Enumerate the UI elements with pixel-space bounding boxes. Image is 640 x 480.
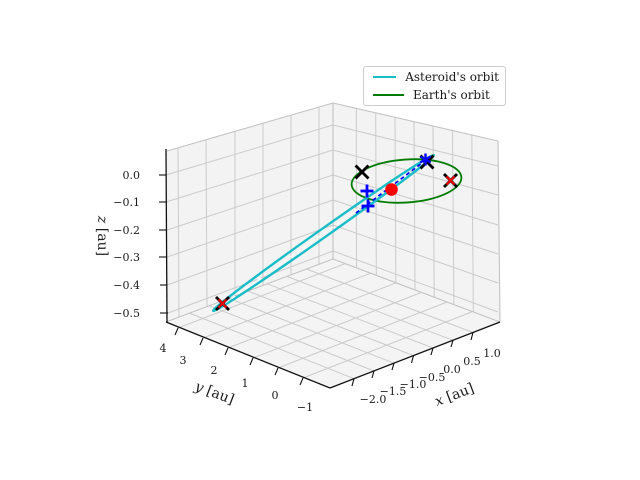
tick-label: −0.5 bbox=[113, 307, 140, 320]
tick-label: 2 bbox=[211, 364, 218, 377]
x-tick bbox=[371, 370, 375, 379]
legend-label: Earth's orbit bbox=[413, 87, 490, 102]
z-tick-labels: 0.0 −0.1 −0.2 −0.3 −0.4 −0.5 bbox=[113, 169, 140, 320]
grid-line bbox=[267, 283, 434, 349]
grid-line bbox=[332, 224, 499, 284]
x-tick bbox=[410, 355, 415, 364]
tick-label: −2.0 bbox=[360, 393, 387, 406]
pane-edge bbox=[497, 140, 501, 323]
grid-line bbox=[165, 149, 334, 203]
tick-label: −0.3 bbox=[113, 251, 140, 264]
grid-line bbox=[209, 305, 375, 372]
grid-line bbox=[205, 139, 208, 308]
x-tick-labels: −2.0 −1.5 −1.0 −0.5 0.0 0.5 1.0 bbox=[360, 347, 501, 406]
tick-label: 4 bbox=[160, 342, 167, 355]
legend-box: Asteroid's orbit Earth's orbit bbox=[363, 66, 506, 106]
grid-line bbox=[165, 124, 334, 176]
legend-entry-asteroid: Asteroid's orbit bbox=[370, 70, 499, 84]
grid-line bbox=[227, 282, 397, 349]
y-tick bbox=[224, 347, 229, 356]
grid-line bbox=[177, 263, 346, 329]
right-wall-pane bbox=[333, 103, 500, 322]
grid-line bbox=[177, 147, 180, 319]
x-tick bbox=[351, 378, 355, 387]
black-x-marker-left bbox=[354, 164, 370, 180]
x-tick bbox=[391, 363, 395, 371]
tick-label: −0.2 bbox=[113, 224, 140, 237]
tick-label: −0.4 bbox=[113, 279, 140, 292]
tick-label: 0 bbox=[272, 389, 279, 402]
pane-edge bbox=[166, 102, 334, 152]
grid-line bbox=[471, 134, 474, 313]
black-red-x-marker-lower-left bbox=[215, 296, 230, 311]
y-tick bbox=[174, 327, 179, 336]
z-axis-label: z [au] bbox=[94, 215, 110, 256]
tick-label: −1.0 bbox=[400, 378, 427, 391]
orbit-center-dashed-line bbox=[224, 207, 361, 304]
grid-line bbox=[332, 199, 499, 255]
y-tick bbox=[199, 337, 204, 346]
black-red-x-marker-right bbox=[443, 173, 458, 188]
legend-label: Asteroid's orbit bbox=[405, 69, 499, 84]
grid-line bbox=[202, 272, 371, 339]
pane-edge bbox=[332, 102, 499, 142]
grid-line bbox=[166, 174, 334, 231]
grid-line bbox=[247, 290, 414, 357]
z-axis-spine bbox=[165, 148, 168, 323]
blue-plus-marker-upper bbox=[360, 184, 374, 198]
y-tick bbox=[299, 377, 304, 386]
grid-line bbox=[252, 291, 422, 359]
pane-edge bbox=[332, 258, 501, 323]
grid-line bbox=[166, 224, 334, 286]
earth-orbit-line bbox=[350, 158, 463, 204]
pane-edges bbox=[165, 102, 501, 323]
grid-line bbox=[189, 312, 355, 380]
axis-ticks bbox=[159, 174, 474, 387]
x-axis-label: x [au] bbox=[433, 381, 477, 411]
x-tick bbox=[450, 340, 454, 348]
red-dot-marker bbox=[385, 183, 398, 196]
y-tick bbox=[249, 357, 254, 366]
tick-label: 0.0 bbox=[123, 169, 141, 182]
grid-line bbox=[394, 117, 397, 283]
y-tick-labels: 4 3 2 1 0 −1 bbox=[160, 342, 314, 414]
tick-label: −1 bbox=[297, 401, 313, 414]
y-axis-label: y [au] bbox=[192, 378, 237, 408]
grid-line bbox=[332, 124, 499, 167]
axis-spines bbox=[165, 148, 501, 389]
x-tick bbox=[470, 332, 474, 341]
markers bbox=[215, 153, 458, 311]
grid-line bbox=[302, 311, 473, 379]
blue-plus-marker-lower bbox=[361, 199, 375, 213]
grid-line bbox=[332, 250, 499, 313]
grid-line bbox=[166, 199, 334, 258]
tick-label: −0.1 bbox=[113, 196, 140, 209]
tick-label: 0.5 bbox=[463, 355, 481, 368]
tick-label: −0.5 bbox=[419, 371, 446, 384]
grid bbox=[165, 107, 499, 380]
x-axis-spine bbox=[329, 321, 501, 389]
grid-line bbox=[228, 297, 395, 364]
y-tick bbox=[274, 367, 279, 376]
tick-label: 1.0 bbox=[483, 347, 501, 360]
grid-line bbox=[277, 301, 448, 369]
tick-label: 3 bbox=[180, 354, 187, 367]
earth-orbit-legend-line bbox=[373, 94, 404, 96]
grid-line bbox=[332, 174, 499, 226]
tick-label: −1.5 bbox=[380, 385, 407, 398]
asteroid-orbit-legend-line bbox=[373, 76, 397, 78]
grid-line bbox=[375, 112, 377, 276]
blue-star-marker bbox=[419, 153, 432, 166]
legend-entry-earth: Earth's orbit bbox=[370, 88, 499, 102]
tick-label: 0.0 bbox=[443, 363, 461, 376]
asteroid-orbit-line bbox=[211, 153, 436, 313]
grid-line bbox=[413, 121, 416, 290]
tick-label: 1 bbox=[242, 377, 249, 390]
grid-line bbox=[452, 130, 455, 305]
y-axis-spine bbox=[165, 321, 331, 389]
x-tick bbox=[430, 347, 434, 356]
pane-edge bbox=[165, 258, 334, 323]
